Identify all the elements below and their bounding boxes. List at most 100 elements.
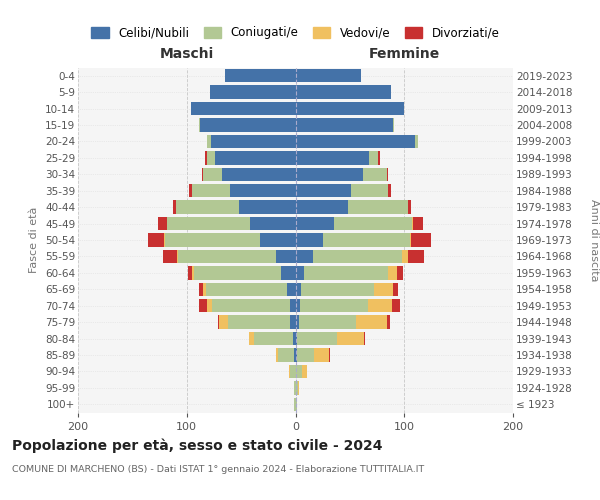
Bar — [356, 316, 387, 329]
Text: COMUNE DI MARCHENO (BS) - Dati ISTAT 1° gennaio 2024 - Elaborazione TUTTITALIA.I: COMUNE DI MARCHENO (BS) - Dati ISTAT 1° … — [12, 466, 424, 474]
Bar — [378, 151, 380, 164]
Bar — [249, 332, 254, 345]
Bar — [290, 364, 296, 378]
Bar — [302, 364, 307, 378]
Bar — [173, 200, 176, 214]
Bar — [296, 250, 313, 263]
Bar — [167, 217, 250, 230]
Bar — [208, 299, 212, 312]
Bar — [178, 250, 276, 263]
Bar — [296, 200, 348, 214]
Bar — [176, 200, 239, 214]
Bar — [296, 102, 404, 116]
Bar — [206, 282, 287, 296]
Bar — [296, 316, 299, 329]
Bar — [296, 217, 334, 230]
Bar — [407, 250, 424, 263]
Bar — [388, 184, 391, 198]
Bar — [295, 348, 296, 362]
Bar — [164, 234, 165, 246]
Bar — [413, 217, 423, 230]
Y-axis label: Fasce di età: Fasce di età — [29, 207, 40, 273]
Bar — [364, 332, 365, 345]
Bar — [300, 299, 368, 312]
Bar — [351, 184, 388, 198]
Bar — [296, 381, 298, 394]
Bar — [296, 69, 361, 82]
Bar — [260, 234, 296, 246]
Bar — [337, 332, 364, 345]
Bar — [205, 151, 208, 164]
Bar — [295, 398, 296, 411]
Bar — [290, 316, 296, 329]
Bar — [295, 381, 296, 394]
Bar — [296, 184, 351, 198]
Bar — [296, 134, 415, 148]
Bar — [387, 168, 388, 181]
Bar — [394, 282, 398, 296]
Bar — [189, 184, 192, 198]
Bar — [212, 299, 290, 312]
Bar — [194, 266, 281, 280]
Bar — [296, 332, 337, 345]
Bar — [208, 134, 211, 148]
Bar — [165, 234, 260, 246]
Bar — [225, 69, 296, 82]
Bar — [191, 102, 296, 116]
Bar — [397, 266, 403, 280]
Bar — [289, 364, 290, 378]
Bar — [392, 299, 400, 312]
Text: Femmine: Femmine — [368, 46, 440, 60]
Bar — [299, 316, 356, 329]
Bar — [199, 282, 203, 296]
Bar — [203, 168, 221, 181]
Text: Popolazione per età, sesso e stato civile - 2024: Popolazione per età, sesso e stato civil… — [12, 438, 383, 453]
Bar — [188, 266, 192, 280]
Y-axis label: Anni di nascita: Anni di nascita — [589, 198, 599, 281]
Bar — [410, 234, 411, 246]
Bar — [211, 134, 296, 148]
Bar — [158, 217, 167, 230]
Bar — [411, 234, 431, 246]
Bar — [296, 118, 394, 132]
Legend: Celibi/Nubili, Coniugati/e, Vedovi/e, Divorziati/e: Celibi/Nubili, Coniugati/e, Vedovi/e, Di… — [86, 22, 505, 44]
Bar — [276, 348, 278, 362]
Bar — [239, 200, 296, 214]
Bar — [202, 168, 203, 181]
Bar — [323, 234, 410, 246]
Bar — [278, 348, 295, 362]
Bar — [388, 266, 397, 280]
Bar — [313, 250, 402, 263]
Bar — [415, 134, 418, 148]
Bar — [192, 184, 230, 198]
Bar — [387, 316, 390, 329]
Bar — [374, 282, 394, 296]
Text: Maschi: Maschi — [160, 46, 214, 60]
Bar — [177, 250, 178, 263]
Bar — [215, 151, 296, 164]
Bar — [298, 381, 299, 394]
Bar — [281, 266, 296, 280]
Bar — [287, 282, 296, 296]
Bar — [250, 217, 296, 230]
Bar — [220, 316, 228, 329]
Bar — [363, 168, 387, 181]
Bar — [329, 348, 330, 362]
Bar — [407, 200, 411, 214]
Bar — [296, 364, 302, 378]
Bar — [221, 168, 296, 181]
Bar — [148, 234, 164, 246]
Bar — [296, 348, 314, 362]
Bar — [276, 250, 296, 263]
Bar — [293, 332, 296, 345]
Bar — [296, 86, 391, 99]
Bar — [296, 168, 363, 181]
Bar — [296, 299, 300, 312]
Bar — [296, 234, 323, 246]
Bar — [218, 316, 220, 329]
Bar — [192, 266, 194, 280]
Bar — [301, 282, 374, 296]
Bar — [200, 118, 296, 132]
Bar — [296, 266, 304, 280]
Bar — [314, 348, 329, 362]
